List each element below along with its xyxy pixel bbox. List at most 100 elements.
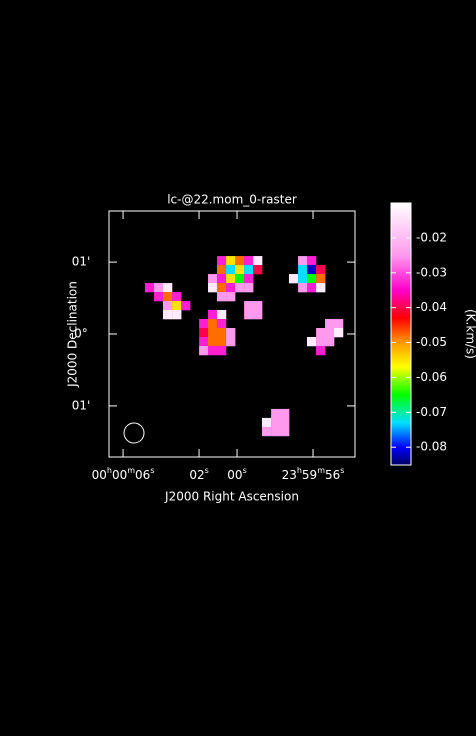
raster-cell: [199, 345, 209, 356]
raster-cell: [244, 310, 254, 320]
raster-cell: [208, 274, 218, 284]
x-tick-label: 00h00m06s: [92, 466, 155, 482]
raster-cell: [172, 301, 182, 311]
raster-cell: [163, 292, 173, 302]
raster-cell: [244, 265, 254, 275]
raster-cell: [226, 283, 236, 293]
raster-cell: [244, 283, 254, 293]
raster-cell: [226, 265, 236, 275]
raster-cell: [216, 319, 227, 329]
raster-cell: [316, 265, 326, 275]
raster-cell: [316, 345, 326, 356]
raster-cell: [226, 256, 236, 266]
raster-cell: [333, 327, 344, 338]
raster-cell: [181, 301, 191, 311]
raster-cell: [216, 274, 227, 284]
raster-cell: [261, 426, 272, 437]
raster-cell: [208, 327, 218, 338]
y-axis-label: J2000 Declination: [66, 281, 80, 388]
colorbar-tick-label: -0.06: [416, 370, 447, 384]
raster-cell: [316, 274, 326, 284]
raster-cell: [325, 319, 335, 329]
x-tick-label: 02s: [189, 466, 208, 482]
raster-cell: [208, 336, 218, 347]
raster-cell: [298, 256, 308, 266]
raster-cell: [216, 256, 227, 266]
raster-cell: [216, 336, 227, 347]
x-tick-label: 23h59m56s: [282, 466, 345, 482]
raster-cell: [154, 283, 164, 293]
raster-cell: [325, 327, 335, 338]
raster-cell: [235, 283, 245, 293]
raster-cell: [306, 256, 317, 266]
colorbar-tick-label: -0.05: [416, 335, 447, 349]
raster-cell: [226, 336, 236, 347]
raster-cell: [208, 310, 218, 320]
raster-cell: [306, 274, 317, 284]
raster-cell: [199, 336, 209, 347]
raster-cell: [216, 345, 227, 356]
raster-cell: [306, 283, 317, 293]
raster: [144, 256, 344, 437]
raster-cell: [244, 256, 254, 266]
raster-cell: [216, 283, 227, 293]
raster-cell: [216, 310, 227, 320]
raster-cell: [316, 336, 326, 347]
colorbar-tick-label: -0.04: [416, 300, 447, 314]
raster-cell: [298, 265, 308, 275]
raster-cell: [306, 265, 317, 275]
raster-cell: [244, 301, 254, 311]
y-tick-label: 01': [72, 398, 91, 412]
raster-cell: [235, 265, 245, 275]
raster-cell: [280, 426, 290, 437]
y-tick-label: 0°: [74, 327, 88, 341]
chart-title: lc-@22.mom_0-raster: [167, 193, 297, 207]
raster-cell: [288, 274, 299, 284]
raster-cell: [325, 336, 335, 347]
x-tick-label: 00s: [227, 466, 246, 482]
raster-cell: [235, 256, 245, 266]
colorbar-tick-label: -0.08: [416, 440, 447, 454]
raster-cell: [280, 408, 290, 419]
raster-cell: [172, 292, 182, 302]
y-tick-label: 01': [72, 255, 91, 269]
raster-cell: [271, 426, 281, 437]
raster-cell: [163, 283, 173, 293]
beam: [123, 422, 145, 444]
colorbar-tick-label: -0.07: [416, 405, 447, 419]
raster-cell: [199, 319, 209, 329]
colorbar-label: (K.km/s): [464, 309, 476, 359]
raster-cell: [154, 292, 164, 302]
raster-cell: [261, 417, 272, 428]
raster-cell: [216, 327, 227, 338]
raster-cell: [253, 265, 263, 275]
raster-cell: [316, 327, 326, 338]
colorbar-tick-label: -0.03: [416, 265, 447, 279]
raster-cell: [298, 283, 308, 293]
raster-cell: [253, 301, 263, 311]
raster-cell: [216, 265, 227, 275]
raster-cell: [306, 336, 317, 347]
raster-cell: [208, 283, 218, 293]
raster-cell: [235, 274, 245, 284]
raster-cell: [216, 292, 227, 302]
raster-cell: [253, 310, 263, 320]
raster-cell: [144, 283, 155, 293]
raster-cell: [271, 417, 281, 428]
raster-cell: [226, 274, 236, 284]
raster-cell: [199, 327, 209, 338]
raster-cell: [333, 319, 344, 329]
raster-cell: [280, 417, 290, 428]
raster-cell: [172, 310, 182, 320]
raster-cell: [163, 310, 173, 320]
raster-cell: [316, 283, 326, 293]
raster-cell: [208, 345, 218, 356]
raster-cell: [271, 408, 281, 419]
raster-cell: [208, 319, 218, 329]
raster-cell: [226, 327, 236, 338]
raster-cell: [298, 274, 308, 284]
x-axis-label: J2000 Right Ascension: [164, 490, 299, 504]
raster-cell: [253, 256, 263, 266]
